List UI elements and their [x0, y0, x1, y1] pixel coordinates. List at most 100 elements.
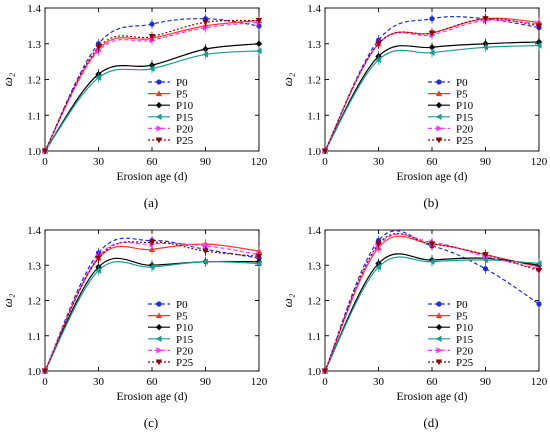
x-tick-label: 60 — [147, 156, 159, 168]
y-tick-label: 1.1 — [27, 331, 41, 343]
y-tick-label: 1.0 — [307, 366, 321, 378]
series-line-p25 — [44, 241, 260, 372]
y-tick-label: 1.2 — [307, 296, 321, 308]
x-tick-label: 0 — [42, 156, 48, 168]
y-tick-label: 1.2 — [27, 296, 41, 308]
legend-label-p25: P25 — [176, 357, 194, 369]
x-tick-label: 30 — [93, 376, 105, 388]
series-line-p10 — [44, 43, 260, 152]
legend-label-p10: P10 — [176, 100, 194, 112]
series-line-p10 — [44, 257, 260, 372]
y-tick-label: 1.1 — [307, 331, 321, 343]
x-tick-label: 120 — [251, 376, 268, 388]
y-tick-label: 1.4 — [27, 3, 41, 15]
y-tick-label: 1.3 — [27, 39, 41, 51]
series-line-p10 — [324, 41, 540, 152]
series-line-p0 — [324, 230, 540, 372]
y-axis-label: ω₂ — [280, 72, 295, 86]
legend-label-p15: P15 — [456, 112, 474, 124]
legend-marker-p5 — [435, 90, 443, 97]
chart-panel-c: 0 30 60 90 120 1.0 1.1 1.2 1.3 1.4 Erosion age (d)… — [0, 225, 268, 430]
data-point-p25 — [535, 23, 543, 30]
series-line-p20 — [324, 19, 540, 152]
y-tick-label: 1.3 — [27, 260, 41, 272]
data-point-p25 — [41, 148, 49, 155]
chart-panel-d: 0 30 60 90 120 1.0 1.1 1.2 1.3 1.4 Erosion age (d)… — [280, 225, 548, 430]
legend-label-p20: P20 — [456, 345, 474, 357]
data-point-p15 — [255, 47, 262, 55]
legend-label-p5: P5 — [176, 89, 188, 101]
data-point-p20 — [202, 24, 209, 31]
data-point-p15 — [375, 56, 382, 64]
series-p25 — [321, 13, 543, 155]
x-axis-label: Erosion age (d) — [397, 171, 468, 183]
data-point-p0 — [149, 21, 155, 27]
x-tick-label: 90 — [200, 376, 212, 388]
series-p25 — [41, 237, 263, 375]
data-point-p25 — [428, 30, 436, 37]
data-point-p15 — [148, 263, 155, 271]
x-tick-label: 60 — [427, 376, 439, 388]
data-point-p25 — [95, 44, 102, 51]
series-line-p0 — [44, 237, 260, 372]
legend-label-p10: P10 — [456, 322, 474, 334]
data-point-p15 — [535, 260, 542, 267]
x-axis-label: Erosion age (d) — [117, 391, 188, 403]
legend-marker-p20 — [156, 125, 163, 132]
series-line-p0 — [44, 18, 260, 152]
legend-marker-p0 — [156, 79, 162, 85]
x-tick-label: 30 — [373, 376, 385, 388]
series-p15 — [321, 40, 542, 155]
y-tick-label: 1.4 — [307, 225, 321, 237]
data-point-p15 — [255, 260, 262, 267]
data-point-p10 — [428, 44, 436, 51]
y-tick-label: 1.4 — [307, 3, 321, 15]
series-line-p10 — [324, 253, 540, 372]
data-point-p25 — [202, 248, 209, 255]
data-point-p25 — [148, 239, 156, 246]
data-point-p25 — [375, 241, 382, 248]
series-p10 — [321, 253, 543, 375]
legend-label-p10: P10 — [456, 100, 474, 112]
x-tick-label: 90 — [200, 156, 212, 168]
legend-marker-p25 — [435, 359, 443, 366]
x-tick-label: 90 — [480, 376, 492, 388]
x-tick-label: 30 — [373, 156, 385, 168]
y-tick-label: 1.0 — [27, 366, 41, 378]
data-point-p25 — [535, 267, 543, 274]
legend-label-p15: P15 — [176, 334, 194, 346]
series-p10 — [41, 38, 263, 155]
chart-panel-a: 0 30 60 90 120 1.0 1.1 1.2 1.3 1.4 Erosion age (d)… — [0, 3, 268, 210]
legend-marker-p20 — [156, 347, 163, 354]
legend-marker-p5 — [155, 312, 163, 319]
data-point-p15 — [482, 44, 489, 51]
data-point-p25 — [202, 19, 209, 26]
legend-marker-p15 — [155, 335, 162, 342]
legend-label-p20: P20 — [176, 123, 194, 135]
legend-label-p25: P25 — [456, 135, 474, 147]
x-tick-label: 60 — [147, 376, 159, 388]
legend-label-p10: P10 — [176, 322, 194, 334]
data-point-p15 — [535, 42, 542, 49]
x-tick-label: 60 — [427, 156, 439, 168]
x-tick-label: 90 — [480, 156, 492, 168]
y-tick-label: 1.1 — [307, 110, 321, 122]
data-point-p15 — [95, 267, 102, 274]
legend-marker-p10 — [435, 102, 443, 109]
y-tick-label: 1.0 — [27, 146, 41, 158]
data-point-p25 — [148, 34, 156, 40]
panel-label: (b) — [423, 195, 438, 210]
legend-label-p15: P15 — [176, 112, 194, 124]
legend-label-p20: P20 — [456, 123, 474, 135]
y-tick-label: 1.2 — [27, 75, 41, 87]
legend-marker-p20 — [436, 125, 443, 132]
y-axis-label: ω₂ — [0, 72, 15, 86]
data-point-p25 — [375, 41, 382, 47]
legend-marker-p15 — [155, 113, 162, 120]
legend-marker-p25 — [155, 359, 163, 366]
data-point-p15 — [428, 49, 435, 56]
